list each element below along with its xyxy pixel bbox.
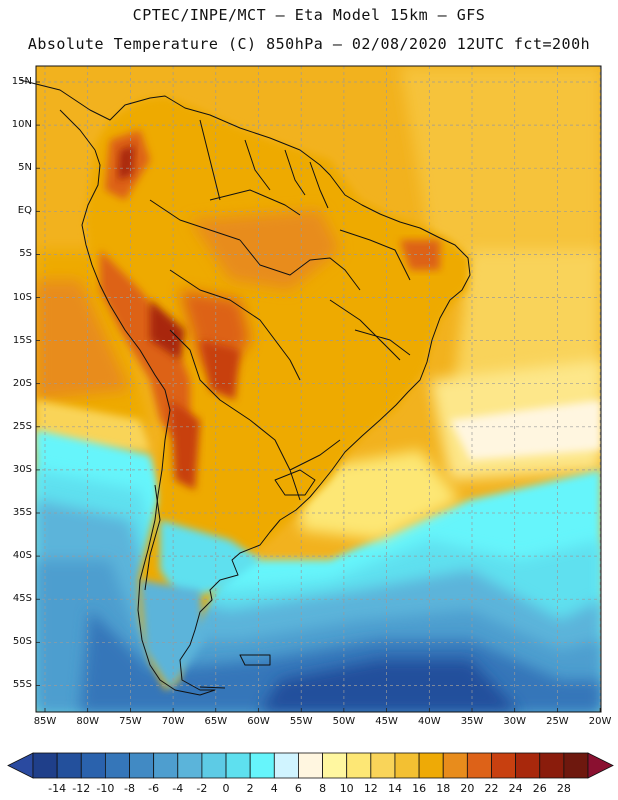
lat-label: 25S xyxy=(12,420,32,432)
colorbar-label: 12 xyxy=(363,782,378,795)
lat-label: 45S xyxy=(12,593,32,605)
colorbar-swatch xyxy=(491,752,517,779)
colorbar-label: 26 xyxy=(532,782,547,795)
lat-label: 15S xyxy=(12,334,32,346)
lon-label: 70W xyxy=(161,716,185,727)
lat-label: 55S xyxy=(12,679,32,691)
colorbar-swatch xyxy=(515,752,541,779)
lon-label: 50W xyxy=(332,716,356,727)
colorbar-left-arrow xyxy=(7,752,34,779)
colorbar-label: 6 xyxy=(294,782,302,795)
colorbar-label: -4 xyxy=(172,782,184,795)
colorbar-swatch xyxy=(201,752,227,779)
lat-label: 30S xyxy=(12,463,32,475)
lon-label: 30W xyxy=(503,716,526,727)
lat-label: 15N xyxy=(11,76,32,87)
colorbar-swatch xyxy=(322,752,348,779)
colorbar-swatch xyxy=(346,752,372,779)
colorbar-swatch xyxy=(273,752,299,779)
lon-label: 40W xyxy=(417,716,441,727)
colorbar-swatch xyxy=(177,752,203,779)
lat-label: 5S xyxy=(19,248,32,260)
lat-label: 5N xyxy=(18,162,32,174)
lon-label: 85W xyxy=(33,716,57,727)
colorbar-label: 28 xyxy=(556,782,571,795)
colorbar-label: -6 xyxy=(148,782,160,795)
colorbar-swatch xyxy=(539,752,565,779)
colorbar-label: 22 xyxy=(484,782,499,795)
colorbar-swatch xyxy=(394,752,420,779)
lat-label: 10S xyxy=(12,291,32,303)
lon-label: 25W xyxy=(546,716,569,727)
colorbar-swatch xyxy=(418,752,444,779)
lat-label: 50S xyxy=(12,636,32,648)
colorbar-label: 24 xyxy=(508,782,523,795)
colorbar-swatch xyxy=(32,752,58,779)
colorbar-swatch xyxy=(466,752,492,779)
colorbar-label: 20 xyxy=(460,782,475,795)
colorbar-label: 18 xyxy=(436,782,451,795)
lon-label: 45W xyxy=(375,716,398,727)
title-line-1: CPTEC/INPE/MCT – Eta Model 15km – GFS xyxy=(132,6,486,24)
colorbar-label: 16 xyxy=(412,782,427,795)
colorbar xyxy=(7,752,614,779)
colorbar-label: 8 xyxy=(319,782,327,795)
colorbar-label: -12 xyxy=(72,782,91,795)
lat-label: EQ xyxy=(17,205,32,217)
lon-label: 20W xyxy=(588,716,612,727)
colorbar-swatch xyxy=(104,752,130,779)
colorbar-label: 2 xyxy=(246,782,254,795)
coastline-and-borders xyxy=(19,79,471,696)
lat-lon-grid xyxy=(36,66,601,712)
lat-label: 40S xyxy=(12,550,32,562)
lon-label: 75W xyxy=(119,716,142,727)
lon-label: 65W xyxy=(204,716,228,727)
colorbar-label: 4 xyxy=(270,782,278,795)
colorbar-swatch xyxy=(442,752,468,779)
colorbar-label: -10 xyxy=(96,782,115,795)
colorbar-label: 14 xyxy=(387,782,402,795)
colorbar-swatch xyxy=(370,752,396,779)
colorbar-label: -2 xyxy=(196,782,208,795)
colorbar-swatch xyxy=(298,752,323,779)
colorbar-right-arrow xyxy=(587,752,614,779)
lon-label: 60W xyxy=(247,716,270,727)
colorbar-label: 10 xyxy=(339,782,354,795)
lat-label: 35S xyxy=(12,507,32,518)
colorbar-swatch xyxy=(80,752,106,779)
colorbar-label: 0 xyxy=(222,782,230,795)
colorbar-swatch xyxy=(56,752,82,779)
colorbar-swatch xyxy=(249,752,275,779)
lon-label: 80W xyxy=(76,716,99,727)
colorbar-swatch xyxy=(153,752,179,779)
temperature-field xyxy=(36,66,601,712)
colorbar-swatch xyxy=(129,752,155,779)
colorbar-label: -14 xyxy=(48,782,67,795)
colorbar-swatch xyxy=(225,752,251,779)
map-frame xyxy=(35,65,602,713)
lat-label: 20S xyxy=(12,377,32,389)
colorbar-label: -8 xyxy=(124,782,135,795)
lon-label: 35W xyxy=(460,716,484,727)
lon-label: 55W xyxy=(289,716,313,727)
lat-label: 10N xyxy=(11,119,32,131)
title-line-2: Absolute Temperature (C) 850hPa – 02/08/… xyxy=(27,35,591,53)
colorbar-swatch xyxy=(563,752,589,779)
